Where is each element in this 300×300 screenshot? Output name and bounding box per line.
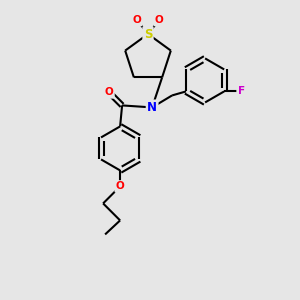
Text: F: F: [238, 86, 245, 96]
Text: O: O: [154, 15, 164, 25]
Text: N: N: [147, 101, 157, 114]
Text: O: O: [133, 15, 141, 25]
Text: S: S: [144, 28, 152, 40]
Text: O: O: [105, 87, 113, 98]
Text: O: O: [116, 182, 124, 191]
